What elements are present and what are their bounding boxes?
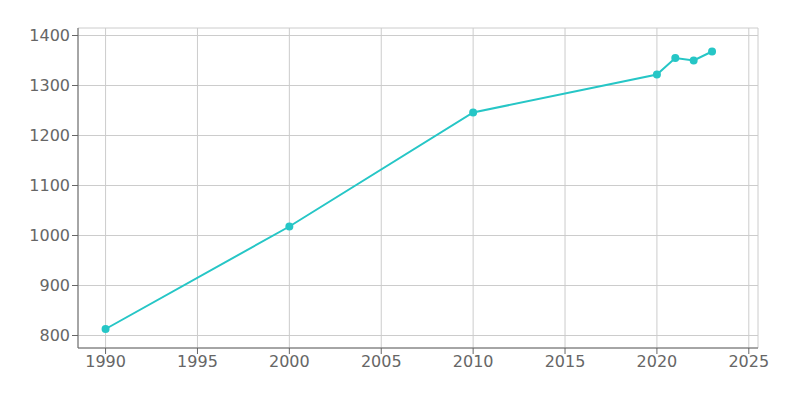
svg-text:1400: 1400 [29,26,70,45]
svg-text:2020: 2020 [637,352,678,371]
svg-text:1000: 1000 [29,226,70,245]
svg-text:2005: 2005 [361,352,402,371]
svg-text:800: 800 [39,326,70,345]
svg-text:1100: 1100 [29,176,70,195]
svg-text:2010: 2010 [453,352,494,371]
svg-text:1300: 1300 [29,76,70,95]
svg-text:1990: 1990 [85,352,126,371]
svg-text:2025: 2025 [728,352,769,371]
svg-text:1995: 1995 [177,352,218,371]
svg-text:2000: 2000 [269,352,310,371]
svg-text:1200: 1200 [29,126,70,145]
svg-text:900: 900 [39,276,70,295]
svg-text:2015: 2015 [545,352,586,371]
